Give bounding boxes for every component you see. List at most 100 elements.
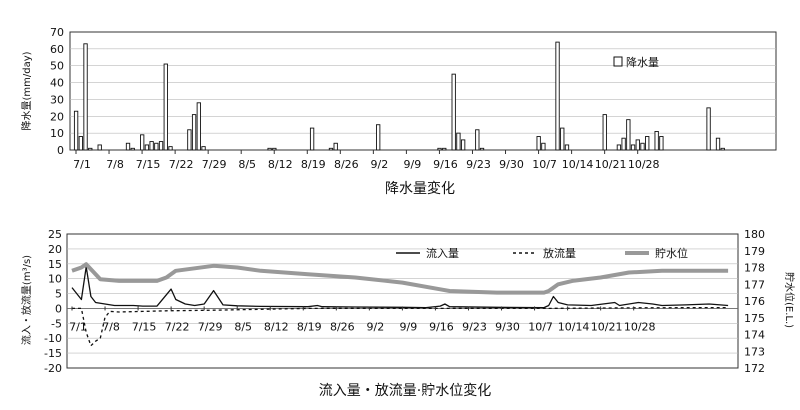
precip-y-tick-label: 30 — [50, 93, 64, 106]
precip-bar — [158, 141, 164, 151]
precip-bar — [564, 144, 570, 151]
flow-x-ticks: 7/1 7/8 7/15 7/22 7/29 8/5 8/12 8/19 8/26 9/2 9/9 9… — [69, 306, 656, 333]
precip-bar — [706, 107, 711, 151]
precip-x-tick-label: 10/7 — [532, 158, 557, 171]
flow-left-y-tick-label: 25 — [48, 228, 62, 241]
flow-x-tick-label: 10/14 — [558, 320, 590, 333]
precip-x-tick-label: 8/26 — [334, 158, 359, 171]
precip-y-tick-label: 0 — [57, 144, 64, 157]
outflow-line — [72, 306, 729, 347]
flow-caption: 流入量・放流量·貯水位変化 — [319, 382, 491, 399]
precip-bar — [451, 73, 456, 151]
precip-bar — [626, 119, 631, 151]
precip-x-tick-label: 9/16 — [433, 158, 458, 171]
precip-bar — [73, 110, 79, 151]
flow-x-tick-label: 9/9 — [400, 320, 418, 333]
precip-bar — [267, 147, 272, 151]
precip-legend-swatch — [613, 56, 623, 67]
precip-x-ticks: 7/1 7/8 7/15 7/22 7/29 8/5 8/12 8/19 8/26 9/2 9/9 9… — [73, 150, 660, 171]
precip-bar — [376, 124, 381, 151]
legend-level-label: 貯水位 — [655, 246, 688, 260]
precip-bar — [654, 131, 659, 151]
flow-left-y-tick-label: -20 — [44, 362, 62, 375]
precip-bar — [130, 147, 135, 151]
precip-y-tick-label: 50 — [50, 60, 64, 73]
precip-x-tick-label: 8/12 — [268, 158, 293, 171]
flow-right-y-tick-label: 180 — [744, 228, 765, 241]
precip-x-tick-label: 7/22 — [169, 158, 194, 171]
legend-outflow-label: 放流量 — [543, 246, 576, 260]
flow-left-y-tick-label: -15 — [44, 347, 62, 360]
precip-bar — [456, 132, 461, 151]
flow-left-y-ticks: -20 -15 -10 -5 05 10 15 20 25 — [44, 228, 62, 375]
precip-bar — [541, 142, 546, 151]
flow-left-y-tick-label: 5 — [55, 288, 62, 301]
flow-x-tick-label: 9/16 — [429, 320, 454, 333]
precip-legend: 降水量 — [613, 55, 659, 69]
precip-x-tick-label: 7/29 — [202, 158, 227, 171]
flow-x-tick-label: 9/23 — [462, 320, 487, 333]
precip-x-tick-label: 7/1 — [73, 158, 91, 171]
flow-x-tick-label: 10/21 — [591, 320, 623, 333]
precip-bar — [659, 136, 664, 151]
precipitation-chart: 0 10 20 30 40 50 60 70 7/1 7/8 7/15 7/22 7/29 8/5 8/1… — [20, 26, 777, 197]
flow-x-tick-label: 7/1 — [69, 320, 87, 333]
flow-x-tick-label: 7/29 — [198, 320, 223, 333]
flow-left-y-tick-label: 20 — [48, 243, 62, 256]
flow-x-tick-label: 9/2 — [367, 320, 385, 333]
precip-y-tick-label: 20 — [50, 110, 64, 123]
precip-bar — [191, 114, 197, 151]
precip-bar — [536, 136, 541, 151]
flow-x-tick-label: 10/7 — [528, 320, 553, 333]
flow-x-tick-label: 8/19 — [297, 320, 322, 333]
precip-bar — [272, 147, 277, 151]
flow-left-y-tick-label: 0 — [55, 302, 62, 315]
precip-gridlines — [70, 48, 776, 134]
precip-bar — [154, 142, 159, 151]
flow-right-y-axis-label: 貯水位(E.L.) — [783, 272, 796, 328]
precip-y-tick-label: 40 — [50, 77, 64, 90]
flow-x-tick-label: 7/22 — [165, 320, 190, 333]
precip-x-tick-label: 10/28 — [628, 158, 660, 171]
precip-y-tick-label: 60 — [50, 43, 64, 56]
flow-x-tick-label: 8/5 — [234, 320, 252, 333]
precip-bar — [187, 129, 192, 151]
precip-bar — [88, 147, 93, 151]
precip-bar — [635, 139, 640, 151]
precip-bar — [437, 147, 442, 151]
flow-left-y-tick-label: -10 — [44, 332, 62, 345]
precip-bar — [475, 129, 480, 151]
precip-bar — [715, 137, 721, 151]
precip-legend-label: 降水量 — [626, 55, 659, 69]
flow-x-tick-label: 7/8 — [102, 320, 120, 333]
precip-bar — [201, 146, 206, 151]
precip-plot-frame — [69, 31, 777, 151]
precip-x-tick-label: 9/2 — [371, 158, 389, 171]
precip-x-tick-label: 7/15 — [136, 158, 161, 171]
flow-legend: 流入量 放流量 貯水位 — [396, 246, 688, 260]
precip-bar — [616, 144, 622, 151]
precip-bar — [645, 136, 650, 151]
flow-right-y-tick-label: 178 — [744, 262, 765, 275]
precip-x-tick-label: 10/21 — [595, 158, 627, 171]
precip-bar — [168, 146, 173, 151]
reservoir-level-line — [71, 262, 729, 295]
precip-bar — [621, 137, 626, 151]
flow-right-y-tick-label: 175 — [744, 312, 765, 325]
flow-left-y-tick-label: -5 — [51, 317, 62, 330]
flow-plot-frame — [66, 233, 739, 369]
flow-right-y-ticks: 172 173 174 175 176 177 178 179 180 — [744, 228, 765, 375]
precip-bar — [140, 134, 145, 151]
legend-inflow-label: 流入量 — [426, 246, 459, 260]
precip-bar — [97, 144, 102, 151]
precip-bar — [163, 63, 168, 151]
flow-x-tick-label: 7/15 — [132, 320, 157, 333]
precip-x-tick-label: 8/19 — [301, 158, 326, 171]
precip-x-tick-label: 9/30 — [499, 158, 524, 171]
precip-x-tick-label: 9/23 — [466, 158, 491, 171]
flow-right-y-tick-label: 174 — [744, 329, 765, 342]
precip-bar — [720, 147, 725, 151]
precip-bar — [602, 114, 607, 151]
precip-caption: 降水量変化 — [385, 180, 455, 197]
